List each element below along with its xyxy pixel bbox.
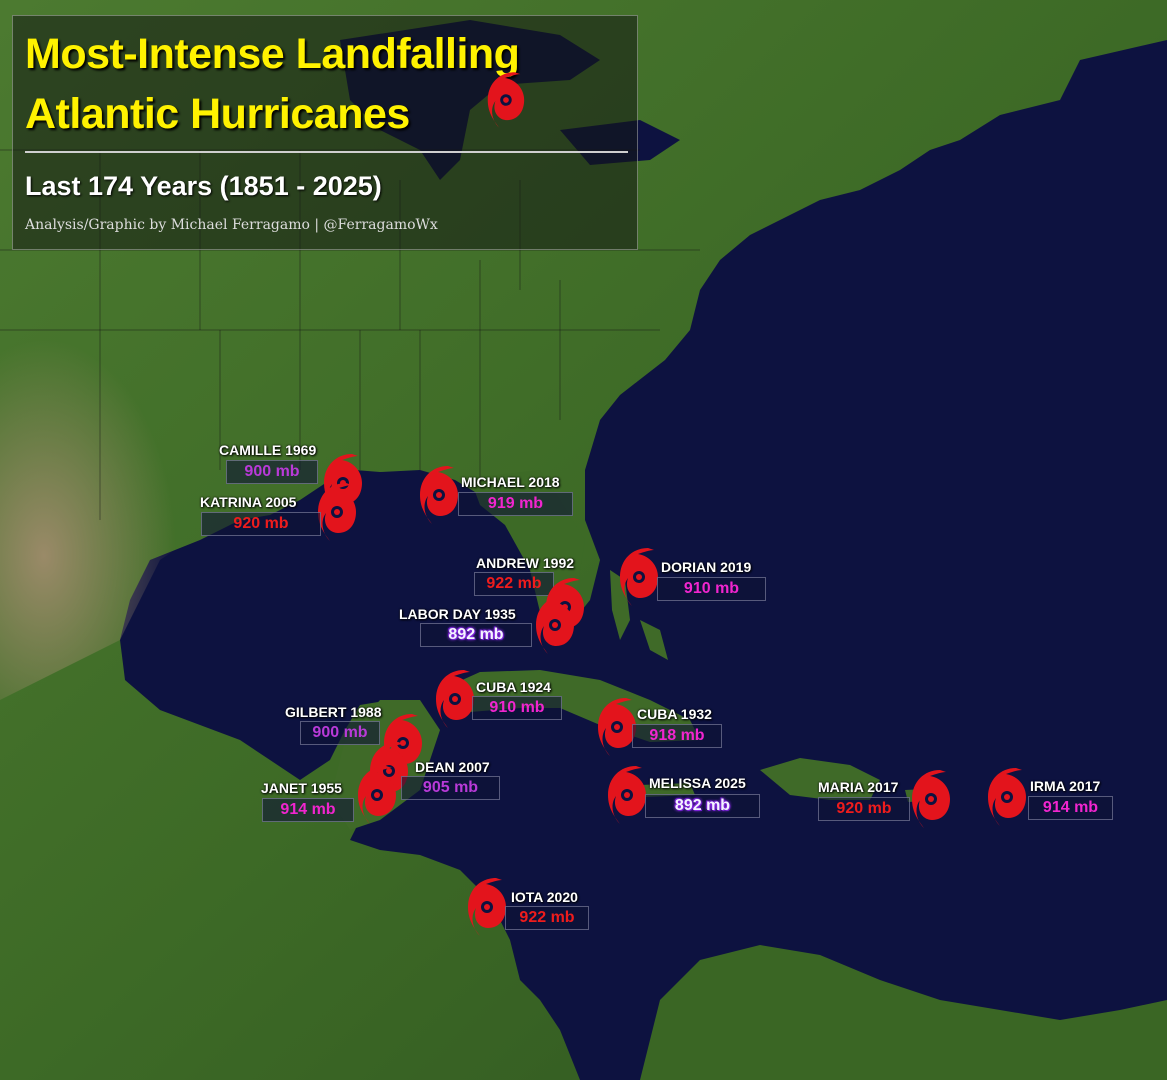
title-divider xyxy=(25,151,628,153)
hurricane-icon xyxy=(414,464,462,526)
storm-pressure: 905 mb xyxy=(401,776,500,800)
title-line-1: Most-Intense Landfalling xyxy=(25,30,520,78)
subtitle: Last 174 Years (1851 - 2025) xyxy=(25,171,382,201)
credit-line: Analysis/Graphic by Michael Ferragamo | … xyxy=(25,217,438,233)
hurricane-icon xyxy=(430,668,478,730)
storm-name: CUBA 1932 xyxy=(637,706,712,722)
southwest-desert xyxy=(0,340,220,700)
storm-pressure: 918 mb xyxy=(632,724,722,748)
hurricane-icon xyxy=(614,546,662,608)
hurricane-icon xyxy=(462,876,510,938)
storm-pressure: 922 mb xyxy=(474,572,554,596)
storm-name: IRMA 2017 xyxy=(1030,778,1101,794)
storm-pressure: 920 mb xyxy=(201,512,321,536)
hurricane-icon xyxy=(602,764,650,826)
storm-pressure: 892 mb xyxy=(420,623,532,647)
storm-name: IOTA 2020 xyxy=(511,889,578,905)
storm-name: LABOR DAY 1935 xyxy=(399,606,516,622)
storm-pressure: 914 mb xyxy=(1028,796,1113,820)
storm-pressure: 900 mb xyxy=(300,721,380,745)
title-panel: Most-Intense Landfalling Atlantic Hurric… xyxy=(12,15,638,250)
storm-pressure: 900 mb xyxy=(226,460,318,484)
south-america-land xyxy=(640,945,1167,1080)
storm-pressure: 910 mb xyxy=(472,696,562,720)
storm-name: MELISSA 2025 xyxy=(649,775,746,791)
hurricane-icon xyxy=(906,768,954,830)
title-line-2: Atlantic Hurricanes xyxy=(25,90,410,138)
storm-pressure: 910 mb xyxy=(657,577,766,601)
storm-pressure: 920 mb xyxy=(818,797,910,821)
hurricane-icon xyxy=(352,764,400,826)
hurricane-icon xyxy=(530,594,578,656)
storm-name: GILBERT 1988 xyxy=(285,704,382,720)
storm-name: ANDREW 1992 xyxy=(476,555,575,571)
hurricane-icon xyxy=(482,70,528,130)
storm-pressure: 914 mb xyxy=(262,798,354,822)
hispaniola-land xyxy=(760,758,880,800)
storm-name: CUBA 1924 xyxy=(476,679,551,695)
jamaica-land xyxy=(640,783,695,797)
storm-name: MICHAEL 2018 xyxy=(461,474,560,490)
storm-name: CAMILLE 1969 xyxy=(219,442,317,458)
hurricane-icon xyxy=(982,766,1030,828)
storm-name: DORIAN 2019 xyxy=(661,559,752,575)
storm-pressure: 919 mb xyxy=(458,492,573,516)
storm-name: JANET 1955 xyxy=(261,780,342,796)
storm-name: MARIA 2017 xyxy=(818,779,899,795)
storm-pressure: 892 mb xyxy=(645,794,760,818)
storm-pressure: 922 mb xyxy=(505,906,589,930)
storm-name: KATRINA 2005 xyxy=(200,494,297,510)
storm-name: DEAN 2007 xyxy=(415,759,490,775)
